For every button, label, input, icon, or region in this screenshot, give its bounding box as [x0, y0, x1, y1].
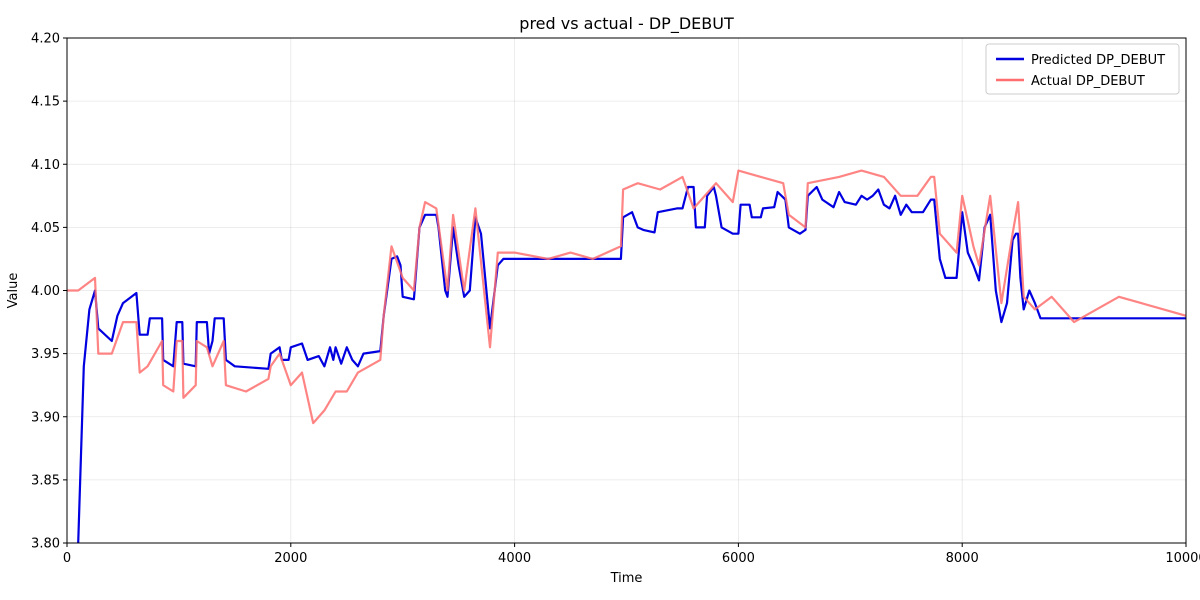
x-tick-label: 2000	[274, 551, 307, 566]
y-tick-label: 4.20	[31, 32, 60, 47]
x-tick-label: 0	[63, 551, 71, 566]
legend-label: Predicted DP_DEBUT	[1031, 53, 1165, 68]
x-tick-label: 10000	[1165, 551, 1200, 566]
x-axis-title: Time	[610, 571, 643, 586]
chart-title: pred vs actual - DP_DEBUT	[519, 14, 734, 34]
y-tick-label: 3.95	[31, 347, 60, 362]
y-tick-label: 3.85	[31, 473, 60, 488]
legend-label: Actual DP_DEBUT	[1031, 74, 1145, 89]
ticks: 0 2000 4000 6000 8000 10000 3.80 3.85 3.90 3.95 4.…	[31, 32, 1200, 567]
y-tick-label: 4.15	[31, 95, 60, 110]
legend-box	[985, 43, 1180, 95]
y-axis-title: Value	[6, 273, 21, 309]
series-line-0	[77, 185, 1186, 543]
series-layer	[67, 169, 1186, 543]
y-tick-label: 4.05	[31, 221, 60, 236]
legend: Predicted DP_DEBUT Actual DP_DEBUT	[985, 43, 1180, 95]
x-tick-label: 6000	[722, 551, 755, 566]
x-tick-label: 8000	[946, 551, 979, 566]
y-tick-label: 4.10	[31, 158, 60, 173]
y-tick-label: 3.80	[31, 537, 60, 552]
y-tick-label: 3.90	[31, 410, 60, 425]
series-line-1	[67, 169, 1186, 425]
x-tick-label: 4000	[498, 551, 531, 566]
y-tick-label: 4.00	[31, 284, 60, 299]
